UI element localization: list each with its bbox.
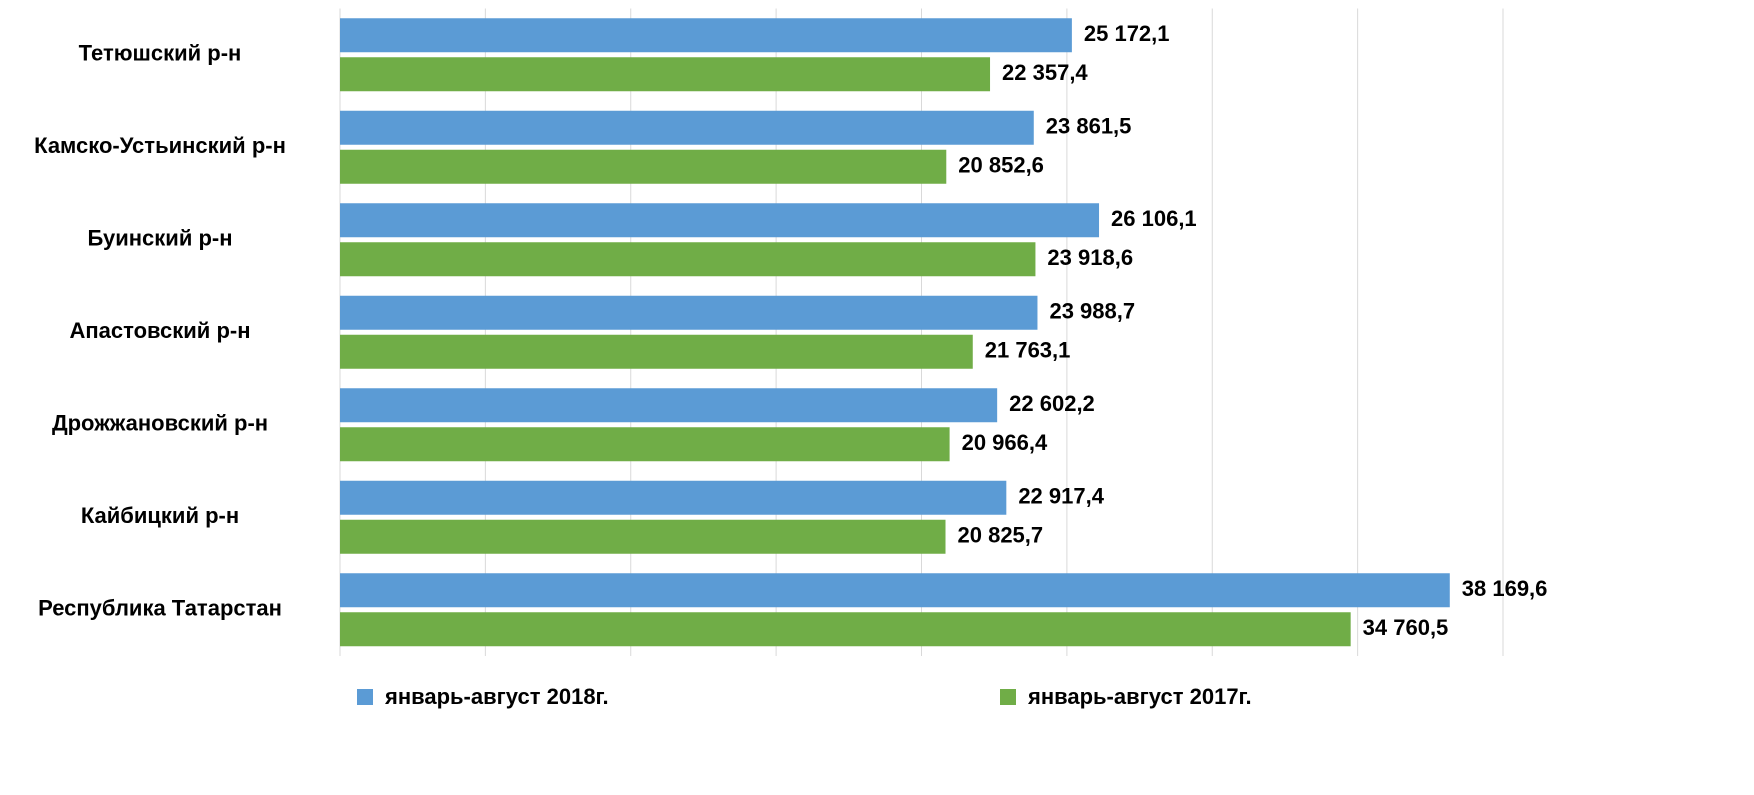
data-label: 22 357,4 — [1002, 60, 1088, 85]
data-label: 34 760,5 — [1363, 615, 1449, 640]
bar — [340, 480, 1007, 515]
bar — [340, 388, 998, 423]
legend-swatch — [357, 689, 373, 705]
data-label: 20 966,4 — [962, 430, 1048, 455]
data-label: 21 763,1 — [985, 338, 1071, 363]
data-label: 23 918,6 — [1047, 245, 1133, 270]
y-tick-label: Камско-Устьинский р-н — [34, 133, 286, 158]
data-label: 25 172,1 — [1084, 21, 1170, 46]
bar — [340, 18, 1072, 53]
data-label: 20 825,7 — [958, 523, 1044, 548]
bar — [340, 334, 973, 369]
bar — [340, 427, 950, 462]
bar — [340, 573, 1450, 608]
y-tick-label: Буинский р-н — [87, 226, 232, 251]
y-tick-label: Кайбицкий р-н — [81, 503, 239, 528]
data-label: 26 106,1 — [1111, 206, 1197, 231]
bar — [340, 57, 991, 92]
y-tick-label: Дрожжановский р-н — [52, 411, 268, 436]
data-label: 23 861,5 — [1046, 114, 1132, 139]
data-label: 20 852,6 — [958, 153, 1044, 178]
data-label: 23 988,7 — [1049, 299, 1135, 324]
bar — [340, 110, 1034, 145]
bar — [340, 203, 1100, 238]
legend-swatch — [1000, 689, 1016, 705]
bar — [340, 295, 1038, 330]
data-label: 38 169,6 — [1462, 576, 1548, 601]
bar — [340, 519, 946, 554]
data-label: 22 917,4 — [1018, 484, 1104, 509]
bar — [340, 149, 947, 184]
data-label: 22 602,2 — [1009, 391, 1095, 416]
bar — [340, 242, 1036, 277]
bar — [340, 612, 1351, 647]
legend-label: январь-август 2017г. — [1027, 684, 1252, 709]
y-tick-label: Республика Татарстан — [38, 596, 282, 621]
y-tick-label: Апастовский р-н — [69, 318, 250, 343]
y-tick-label: Тетюшский р-н — [79, 41, 242, 66]
legend-label: январь-август 2018г. — [384, 684, 609, 709]
